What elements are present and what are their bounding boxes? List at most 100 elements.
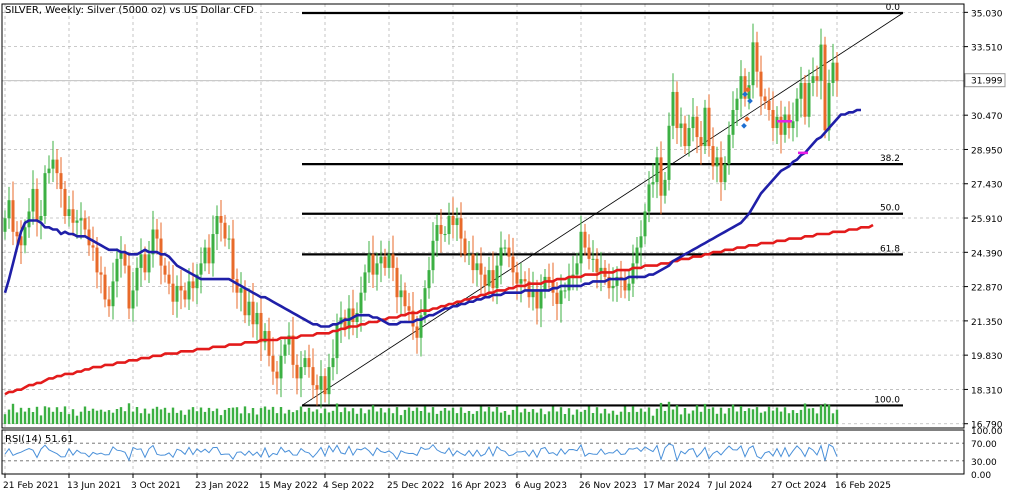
y-tick-label: 30.470	[971, 112, 1003, 122]
volume-bar	[343, 407, 347, 424]
fib-level-label: 0.0	[886, 3, 901, 13]
y-tick-label: 27.430	[971, 181, 1003, 191]
volume-bar	[463, 412, 467, 424]
volume-bar	[243, 406, 247, 424]
volume-bar	[335, 403, 339, 424]
ma-fast-line	[3, 108, 861, 328]
volume-bar	[39, 415, 43, 424]
volume-bar	[791, 410, 795, 424]
candle-body	[99, 272, 103, 275]
volume-bar	[587, 406, 591, 424]
volume-bar	[711, 407, 715, 424]
candle-body	[507, 247, 511, 257]
candle-body	[419, 315, 423, 338]
candle-body	[227, 238, 231, 240]
candle-body	[179, 285, 183, 291]
candle-body	[635, 247, 639, 264]
candle-body	[275, 371, 279, 379]
candle-body	[235, 279, 239, 293]
volume-bar	[823, 403, 827, 424]
candle-body	[707, 107, 711, 147]
volume-bar	[611, 410, 615, 424]
candle-body	[323, 376, 327, 395]
volume-bar	[35, 406, 39, 424]
candle-body	[647, 184, 651, 212]
volume-bar	[683, 408, 687, 424]
candle-body	[283, 344, 287, 356]
volume-bar	[599, 413, 603, 424]
x-tick-label: 16 Feb 2025	[835, 481, 891, 491]
volume-bar	[271, 406, 275, 424]
candle-body	[123, 252, 127, 266]
candle-body	[623, 279, 627, 291]
candle-body	[679, 123, 683, 129]
volume-bar	[603, 408, 607, 424]
volume-bar	[71, 409, 75, 424]
volume-bar	[103, 411, 107, 424]
candle-body	[459, 218, 463, 239]
candle-body	[167, 274, 171, 284]
volume-bar	[363, 413, 367, 424]
candle-body	[531, 290, 535, 298]
volume-bar	[303, 411, 307, 424]
candle-body	[503, 247, 507, 249]
x-tick-label: 6 Aug 2023	[515, 481, 567, 491]
candle-body	[255, 312, 259, 325]
volume-bar	[567, 408, 571, 424]
candle-body	[747, 85, 751, 99]
candle-body	[287, 335, 291, 345]
fibonacci-retracement[interactable]: 0.0 38.2 50.0 61.8 100.0	[302, 3, 903, 407]
candle-body	[195, 274, 199, 289]
volume-bar	[287, 409, 291, 424]
volume-bar	[659, 402, 663, 424]
candle-body	[463, 238, 467, 255]
candle-body	[299, 367, 303, 379]
volume-bar	[627, 412, 631, 424]
candle-body	[51, 159, 55, 169]
volume-bar	[731, 404, 735, 424]
volume-bar	[67, 414, 71, 424]
volume-bar	[551, 406, 555, 424]
volume-bar	[191, 407, 195, 424]
candle-body	[67, 209, 71, 216]
candle-body	[807, 82, 811, 117]
candle-body	[443, 234, 447, 236]
volume-bar	[819, 405, 823, 424]
volume-bar	[3, 414, 7, 424]
candle-body	[295, 364, 299, 379]
candle-body	[119, 252, 123, 259]
candle-body	[331, 358, 335, 368]
candle-body	[191, 281, 195, 289]
candle-body	[555, 292, 559, 304]
volume-bar	[151, 408, 155, 424]
volume-bar	[579, 411, 583, 424]
candle-body	[59, 173, 63, 189]
candle-body	[723, 164, 727, 183]
candle-body	[451, 216, 455, 226]
rsi-line	[4, 443, 838, 462]
candle-body	[791, 121, 795, 129]
volume-bar	[267, 409, 271, 424]
candle-body	[155, 229, 159, 239]
volume-bar	[407, 407, 411, 424]
candle-body	[627, 283, 631, 291]
volume-bar	[203, 411, 207, 424]
candle-body	[499, 247, 503, 266]
candle-body	[811, 76, 815, 83]
candle-body	[363, 272, 367, 293]
trendline-layer[interactable]	[301, 12, 904, 406]
volume-bar	[195, 411, 199, 424]
candle-body	[239, 288, 243, 293]
x-tick-label: 26 Nov 2023	[579, 481, 637, 491]
x-tick-label: 23 Jan 2022	[195, 481, 249, 491]
candle-body	[819, 44, 823, 81]
rsi-tick-label: 30.00	[971, 458, 997, 468]
volume-bar	[415, 407, 419, 424]
volume-bar	[503, 411, 507, 424]
volume-bar	[703, 403, 707, 424]
candle-body	[491, 270, 495, 289]
candle-body	[75, 220, 79, 223]
candle-body	[691, 116, 695, 129]
